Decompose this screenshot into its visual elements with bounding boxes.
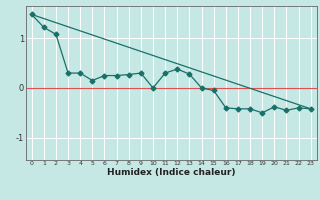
X-axis label: Humidex (Indice chaleur): Humidex (Indice chaleur) — [107, 168, 236, 177]
